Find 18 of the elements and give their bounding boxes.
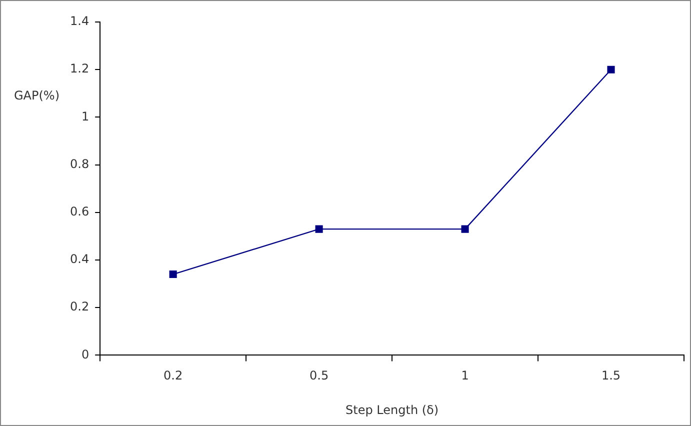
y-tick-label: 0	[81, 347, 90, 362]
point	[169, 270, 177, 278]
point	[461, 225, 469, 233]
point	[315, 225, 323, 233]
x-tick-label: 1	[461, 368, 469, 383]
y-tick-label: 0.8	[70, 156, 90, 171]
x-tick-label: 0.5	[310, 368, 329, 383]
y-tick-label: 0.6	[70, 204, 90, 219]
x-tick-label: 0.2	[164, 368, 183, 383]
point	[607, 66, 615, 74]
y-tick-label: 1	[81, 109, 90, 124]
y-tick-label: 0.2	[70, 300, 90, 314]
y-axis-title: GAP(%)	[14, 88, 60, 103]
y-tick-label: 1.2	[70, 62, 90, 76]
y-tick-label: 1.4	[70, 14, 90, 28]
x-axis-title: Step Length (δ)	[346, 402, 439, 417]
x-tick-label: 1.5	[601, 368, 621, 383]
y-tick-label: 0.4	[70, 252, 90, 266]
